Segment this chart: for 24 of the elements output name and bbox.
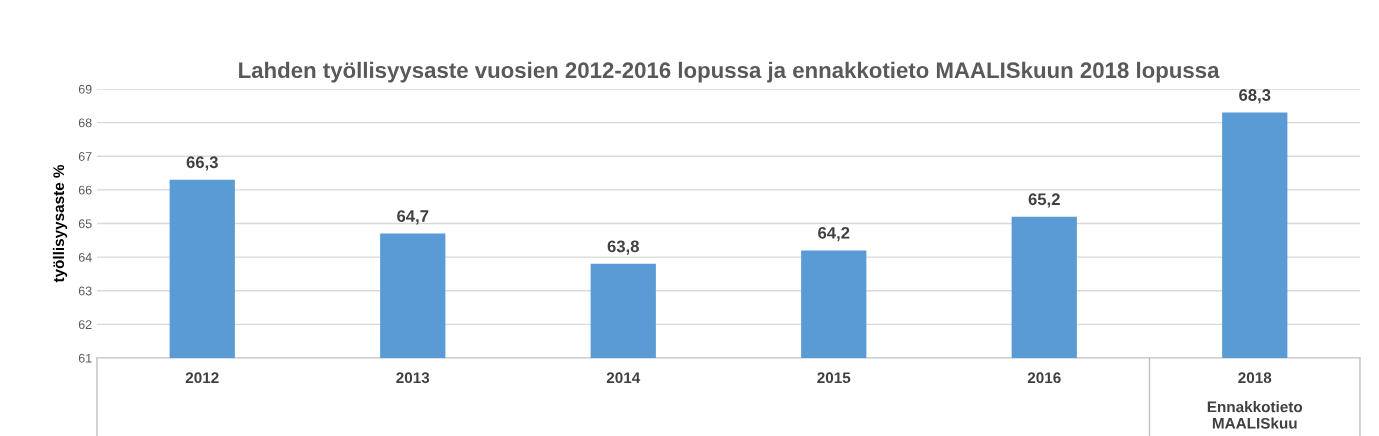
data-label: 66,3 <box>186 156 218 171</box>
x-tick-label: 2015 <box>817 372 851 384</box>
y-tick-label: 64 <box>78 252 92 262</box>
data-label: 65,2 <box>1028 193 1060 208</box>
y-tick-label: 63 <box>78 286 92 296</box>
data-label: 68,3 <box>1239 89 1271 104</box>
y-axis-title: työllisyysaste % <box>52 164 68 283</box>
y-tick-label: 62 <box>78 320 92 330</box>
y-tick-label: 69 <box>78 84 92 94</box>
chart-title: Lahden työllisyysaste vuosien 2012-2016 lopussa ja ennakkotieto MAALISkuun 2018 lopussa <box>239 61 1220 83</box>
y-tick-label: 61 <box>78 353 92 363</box>
data-label: 63,8 <box>607 240 639 255</box>
x-tick-label: 2013 <box>396 372 430 384</box>
text: Ennakkotieto MAALISkuu <box>1207 401 1303 429</box>
x-tick-label: 2014 <box>606 372 641 384</box>
y-tick-label: 68 <box>78 118 92 128</box>
x-tick-label: 2016 <box>1027 372 1061 384</box>
y-tick-label: 65 <box>78 219 92 229</box>
x-tick-label: 2018 <box>1238 372 1272 384</box>
y-tick-label: 67 <box>78 152 92 161</box>
data-label: 64,2 <box>818 226 850 242</box>
x-tick-label: 2012 <box>185 372 219 384</box>
y-tick-label: 66 <box>78 185 92 195</box>
data-label: 64,7 <box>397 210 429 225</box>
